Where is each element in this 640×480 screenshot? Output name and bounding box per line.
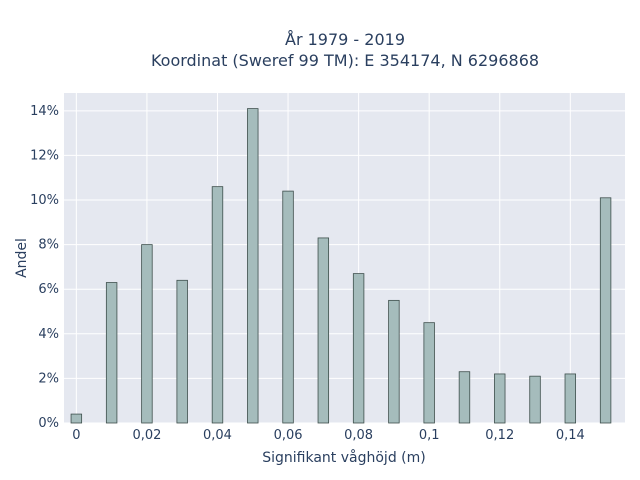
bar bbox=[141, 244, 153, 424]
bar bbox=[282, 190, 294, 424]
x-tick-labels: 0 0,02 0,04 0,06 0,08 0,1 0,12 0,14 bbox=[72, 428, 585, 443]
y-tick-label: 4% bbox=[38, 327, 59, 342]
bar bbox=[564, 373, 577, 424]
x-tick-label: 0,02 bbox=[132, 428, 161, 443]
x-tick-label: 0,08 bbox=[344, 428, 373, 443]
bar bbox=[105, 282, 118, 424]
y-tick-label: 0% bbox=[38, 416, 59, 431]
bar bbox=[423, 322, 435, 424]
x-tick-label: 0 bbox=[72, 428, 80, 443]
bar bbox=[352, 273, 365, 424]
bar bbox=[458, 371, 471, 424]
y-tick-label: 2% bbox=[38, 371, 59, 386]
bar bbox=[388, 299, 400, 424]
bars bbox=[70, 108, 612, 424]
plot-area bbox=[64, 93, 625, 423]
bar bbox=[599, 197, 612, 424]
y-tick-label: 14% bbox=[30, 104, 59, 119]
y-axis-title: Andel bbox=[14, 238, 30, 278]
x-tick-label: 0,1 bbox=[419, 428, 440, 443]
bar bbox=[176, 279, 188, 424]
chart-title-line1: År 1979 - 2019 bbox=[285, 30, 405, 49]
bar bbox=[529, 375, 541, 424]
y-tick-label: 6% bbox=[38, 282, 59, 297]
y-tick-label: 10% bbox=[30, 193, 59, 208]
y-tick-label: 12% bbox=[30, 148, 59, 163]
x-tick-label: 0,12 bbox=[485, 428, 514, 443]
chart-title-line2: Koordinat (Sweref 99 TM): E 354174, N 62… bbox=[151, 51, 539, 70]
bar bbox=[494, 373, 506, 424]
x-tick-label: 0,06 bbox=[274, 428, 303, 443]
x-axis-title: Signifikant våghöjd (m) bbox=[262, 449, 425, 466]
bar bbox=[211, 186, 224, 424]
x-tick-label: 0,04 bbox=[203, 428, 232, 443]
bar bbox=[247, 108, 259, 424]
y-tick-label: 8% bbox=[38, 238, 59, 253]
bar bbox=[70, 413, 83, 424]
bar bbox=[317, 237, 330, 424]
y-tick-labels: 0% 2% 4% 6% 8% 10% 12% 14% bbox=[30, 104, 59, 431]
x-tick-label: 0,14 bbox=[556, 428, 585, 443]
